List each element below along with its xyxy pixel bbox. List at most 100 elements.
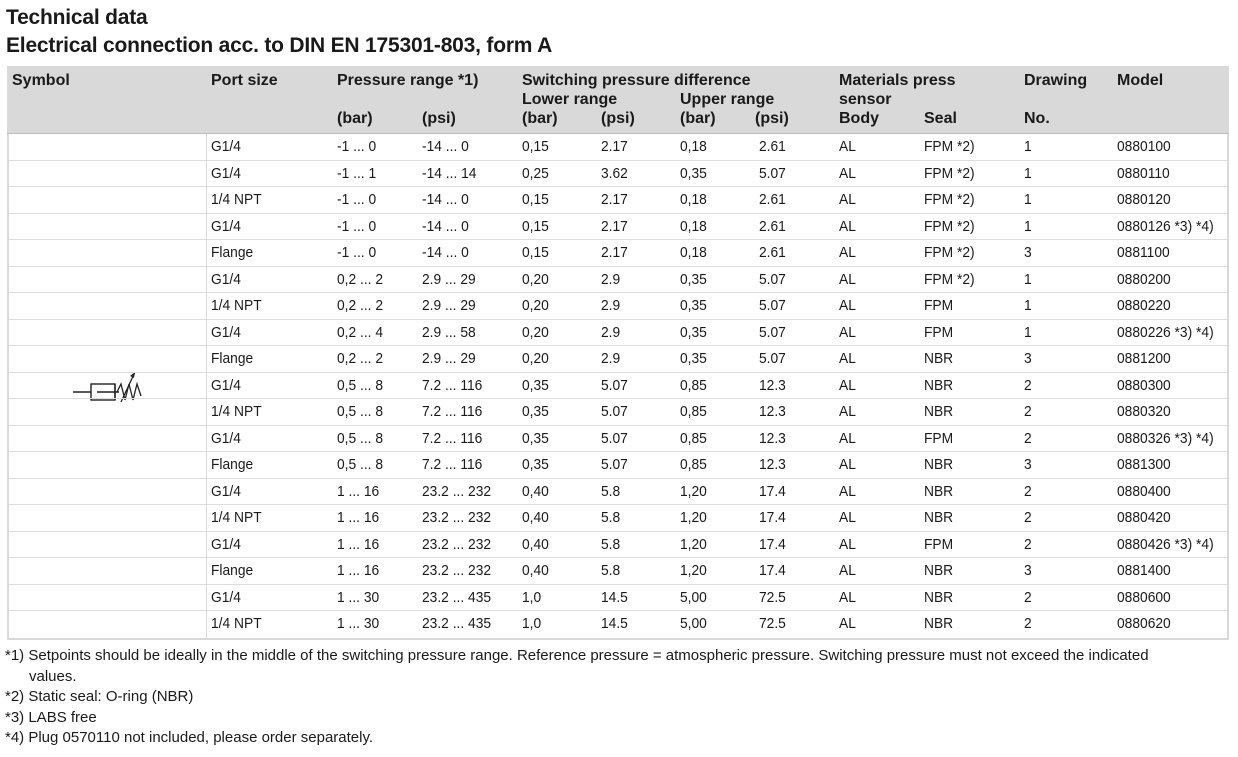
cell-port-size: 1/4 NPT xyxy=(211,615,262,632)
cell-model: 0881200 xyxy=(1117,350,1171,367)
cell-drawing-no: 2 xyxy=(1024,482,1032,500)
cell-lower-bar: 0,15 xyxy=(522,191,549,208)
header-materials: Materials press xyxy=(839,72,956,89)
cell-drawing-no: 3 xyxy=(1024,562,1032,579)
cell-lower-psi: 5.8 xyxy=(601,509,621,526)
cell-seal: NBR xyxy=(924,456,954,473)
cell-seal: NBR xyxy=(924,350,954,367)
cell-pressure-bar: 0,5 ... 8 xyxy=(337,403,384,420)
cell-lower-psi: 5.07 xyxy=(601,376,628,394)
cell-drawing-no: 2 xyxy=(1024,403,1032,420)
header-upper-bar: (bar) xyxy=(680,110,716,127)
cell-upper-psi: 2.61 xyxy=(759,244,786,261)
cell-lower-psi: 2.9 xyxy=(601,297,621,314)
cell-lower-psi: 2.17 xyxy=(601,138,628,155)
table-row: Flange 0,2 ... 2 2.9 ... 29 0,20 2.9 0,35 5.07… xyxy=(9,346,1227,373)
cell-body: AL xyxy=(839,138,856,155)
cell-upper-psi: 5.07 xyxy=(759,323,786,341)
cell-lower-bar: 0,40 xyxy=(522,535,549,553)
cell-upper-psi: 2.61 xyxy=(759,191,786,208)
table-row: G1/4 -1 ... 1 -14 ... 14 0,25 3.62 0,35 5.07 AL… xyxy=(9,161,1227,187)
table-rows: G1/4 -1 ... 0 -14 ... 0 0,15 2.17 0,18 2.61 AL F… xyxy=(9,134,1227,638)
cell-port-size: 1/4 NPT xyxy=(211,297,262,314)
cell-model: 0880600 xyxy=(1117,588,1171,606)
cell-model: 0880220 xyxy=(1117,297,1171,314)
cell-seal: NBR xyxy=(924,562,954,579)
cell-lower-bar: 0,35 xyxy=(522,403,549,420)
cell-drawing-no: 2 xyxy=(1024,509,1032,526)
header-drawing-no: No. xyxy=(1024,110,1050,127)
cell-seal: NBR xyxy=(924,403,954,420)
cell-upper-psi: 17.4 xyxy=(759,482,786,500)
cell-upper-psi: 72.5 xyxy=(759,615,786,632)
cell-pressure-bar: 0,2 ... 4 xyxy=(337,323,384,341)
cell-port-size: G1/4 xyxy=(211,376,241,394)
cell-port-size: 1/4 NPT xyxy=(211,191,262,208)
cell-drawing-no: 1 xyxy=(1024,323,1032,341)
cell-drawing-no: 3 xyxy=(1024,456,1032,473)
cell-seal: FPM xyxy=(924,429,954,447)
cell-model: 0880420 xyxy=(1117,509,1171,526)
cell-body: AL xyxy=(839,615,856,632)
cell-upper-bar: 5,00 xyxy=(680,588,707,606)
cell-seal: FPM xyxy=(924,535,954,553)
cell-pressure-bar: 1 ... 16 xyxy=(337,509,380,526)
footnote-2: *2) Static seal: O-ring (NBR) xyxy=(5,688,194,705)
cell-model: 0880620 xyxy=(1117,615,1171,632)
cell-lower-bar: 0,40 xyxy=(522,562,549,579)
cell-port-size: G1/4 xyxy=(211,217,241,235)
cell-body: AL xyxy=(839,429,856,447)
cell-upper-bar: 1,20 xyxy=(680,562,707,579)
header-port-size: Port size xyxy=(211,72,278,89)
footnote-3: *3) LABS free xyxy=(5,708,97,726)
table-row: Flange -1 ... 0 -14 ... 0 0,15 2.17 0,18 2.61 A… xyxy=(9,240,1227,267)
cell-lower-psi: 5.8 xyxy=(601,482,621,500)
cell-body: AL xyxy=(839,350,856,367)
cell-pressure-bar: 0,2 ... 2 xyxy=(337,350,384,367)
table-row: G1/4 0,2 ... 2 2.9 ... 29 0,20 2.9 0,35 5.07 AL… xyxy=(9,267,1227,293)
cell-seal: FPM *2) xyxy=(924,217,975,235)
cell-lower-psi: 2.9 xyxy=(601,350,621,367)
cell-lower-bar: 0,15 xyxy=(522,217,549,235)
cell-model: 0880120 xyxy=(1117,191,1171,208)
cell-port-size: G1/4 xyxy=(211,588,241,606)
cell-model: 0880110 xyxy=(1117,164,1170,182)
cell-upper-psi: 2.61 xyxy=(759,138,786,155)
cell-drawing-no: 1 xyxy=(1024,217,1032,235)
cell-body: AL xyxy=(839,164,856,182)
cell-lower-bar: 0,40 xyxy=(522,482,549,500)
cell-upper-psi: 2.61 xyxy=(759,217,786,235)
table-row: 1/4 NPT 1 ... 16 23.2 ... 232 0,40 5.8 1,20 17… xyxy=(9,505,1227,532)
cell-lower-bar: 0,35 xyxy=(522,429,549,447)
cell-body: AL xyxy=(839,323,856,341)
header-body: Body xyxy=(839,110,879,127)
cell-upper-bar: 0,18 xyxy=(680,191,707,208)
cell-port-size: Flange xyxy=(211,562,254,579)
cell-drawing-no: 1 xyxy=(1024,270,1032,288)
cell-model: 0880200 xyxy=(1117,270,1171,288)
cell-seal: FPM *2) xyxy=(924,191,975,208)
cell-port-size: G1/4 xyxy=(211,429,241,447)
cell-lower-bar: 1,0 xyxy=(522,588,542,606)
cell-seal: NBR xyxy=(924,615,954,632)
cell-pressure-psi: 2.9 ... 29 xyxy=(422,270,476,288)
cell-model: 0880320 xyxy=(1117,403,1171,420)
cell-upper-psi: 17.4 xyxy=(759,535,786,553)
cell-drawing-no: 3 xyxy=(1024,244,1032,261)
cell-pressure-psi: 2.9 ... 29 xyxy=(422,350,476,367)
cell-pressure-psi: -14 ... 14 xyxy=(422,164,477,182)
header-pressure-bar: (bar) xyxy=(337,110,373,127)
cell-body: AL xyxy=(839,217,856,235)
cell-body: AL xyxy=(839,588,856,606)
cell-body: AL xyxy=(839,562,856,579)
cell-upper-psi: 17.4 xyxy=(759,509,786,526)
cell-pressure-bar: 0,5 ... 8 xyxy=(337,376,384,394)
header-model: Model xyxy=(1117,72,1164,89)
cell-port-size: G1/4 xyxy=(211,138,241,155)
cell-pressure-psi: -14 ... 0 xyxy=(422,217,469,235)
cell-pressure-psi: 2.9 ... 29 xyxy=(422,297,476,314)
title-line-1: Technical data xyxy=(6,6,148,29)
cell-drawing-no: 2 xyxy=(1024,615,1032,632)
cell-drawing-no: 1 xyxy=(1024,164,1032,182)
cell-drawing-no: 2 xyxy=(1024,535,1032,553)
